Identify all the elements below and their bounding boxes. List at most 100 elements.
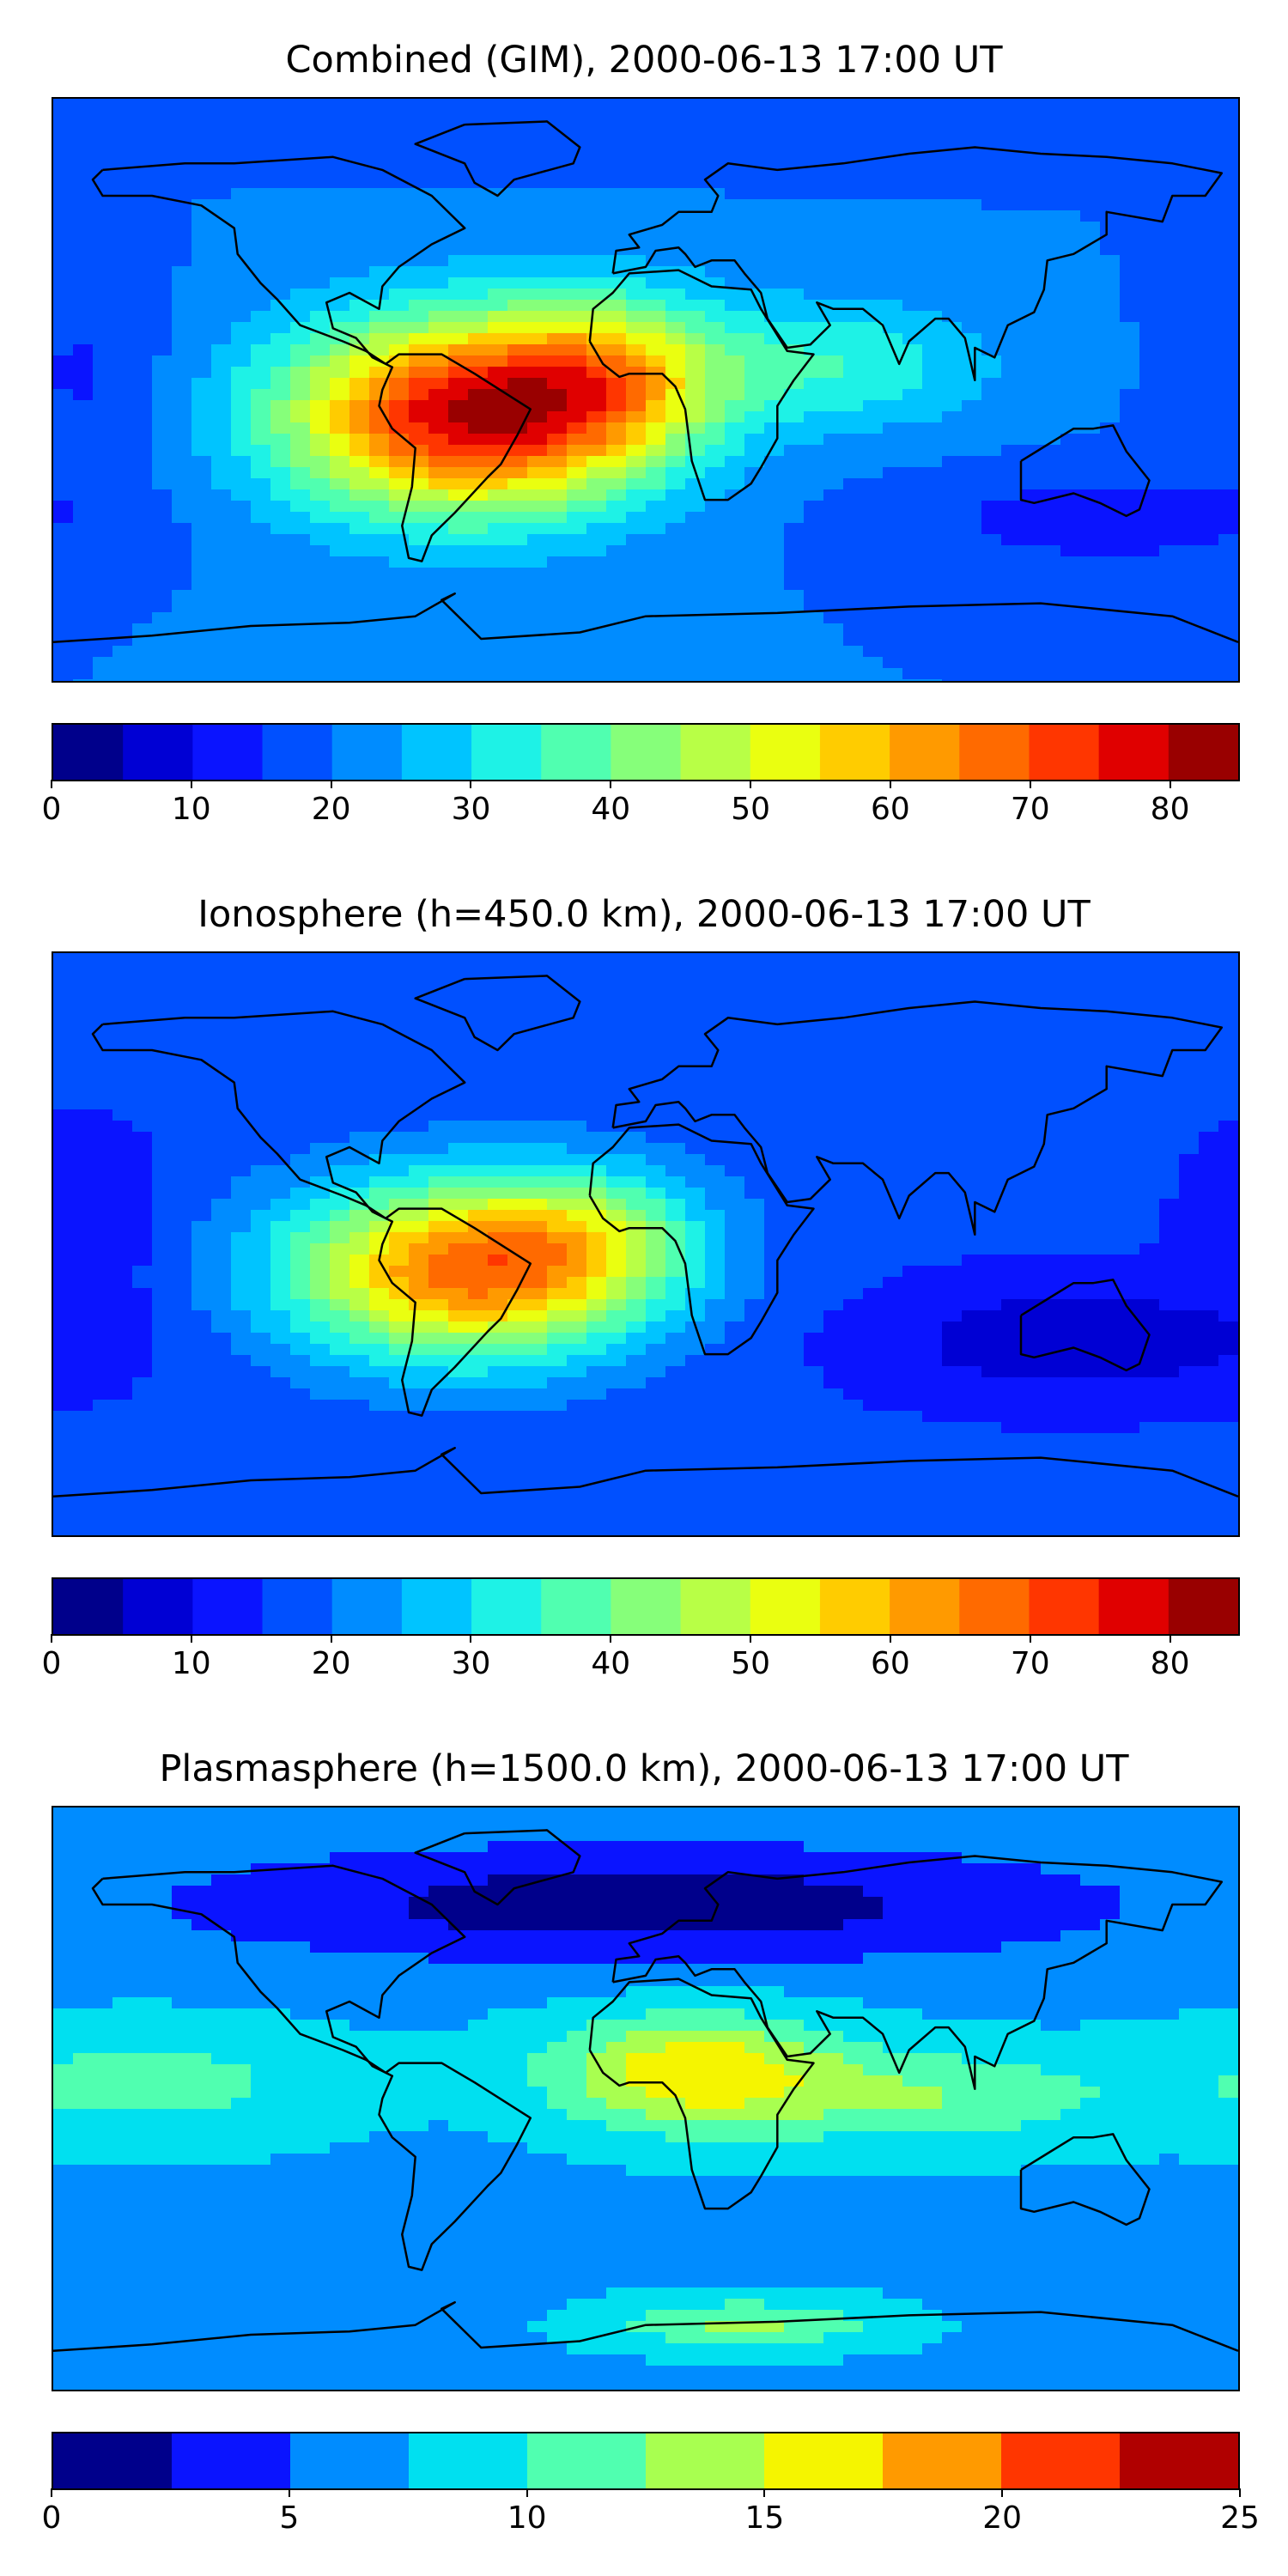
field-cell <box>902 679 923 681</box>
field-cell <box>1080 998 1101 1010</box>
field-cell <box>231 322 252 334</box>
field-cell <box>823 1232 844 1244</box>
field-cell <box>823 210 844 222</box>
field-cell <box>547 1076 568 1088</box>
field-cell <box>843 975 864 987</box>
field-cell <box>626 512 647 524</box>
field-cell <box>488 143 508 155</box>
field-cell <box>507 1232 528 1244</box>
field-cell <box>843 1243 864 1255</box>
field-cell <box>1100 1042 1121 1054</box>
field-cell <box>863 679 884 681</box>
field-cell <box>152 657 173 669</box>
field-cell <box>922 456 943 468</box>
field-cell <box>1100 1176 1121 1188</box>
field-cell <box>191 210 212 222</box>
field-cell <box>942 1009 963 1021</box>
field-cell <box>685 378 706 390</box>
field-cell <box>1218 635 1238 647</box>
field-cell <box>488 378 508 390</box>
field-cell <box>685 1210 706 1222</box>
field-cell <box>646 1165 666 1177</box>
field-cell <box>981 166 1002 178</box>
field-cell <box>53 1255 74 1267</box>
field-cell <box>191 523 212 535</box>
field-cell <box>764 434 785 446</box>
field-cell <box>883 1121 903 1133</box>
field-cell <box>1120 1176 1140 1188</box>
field-cell <box>428 1188 449 1200</box>
field-cell <box>93 579 113 591</box>
field-cell <box>132 679 153 681</box>
field-cell <box>843 1121 864 1133</box>
field-cell <box>784 1121 805 1133</box>
field-cell <box>843 210 864 222</box>
field-cell <box>981 1165 1002 1177</box>
field-cell <box>428 1266 449 1278</box>
field-cell <box>1100 322 1121 334</box>
field-cell <box>1218 501 1238 513</box>
field-cell <box>1120 166 1140 178</box>
field-cell <box>1041 635 1061 647</box>
field-cell <box>409 344 429 356</box>
field-cell <box>1100 277 1121 289</box>
field-cell <box>1041 400 1061 412</box>
field-cell <box>211 646 232 658</box>
field-cell <box>1041 132 1061 144</box>
field-cell <box>369 456 390 468</box>
field-cell <box>1100 635 1121 647</box>
field-cell <box>665 545 686 557</box>
field-cell <box>53 244 74 256</box>
field-cell <box>330 679 350 681</box>
field-cell <box>744 1109 765 1121</box>
field-cell <box>705 289 726 301</box>
field-cell <box>310 445 331 457</box>
field-cell <box>211 1210 232 1222</box>
field-cell <box>665 389 686 401</box>
field-cell <box>488 489 508 501</box>
field-cell <box>586 657 607 669</box>
field-cell <box>448 987 469 999</box>
field-cell <box>53 132 74 144</box>
field-cell <box>942 612 963 624</box>
field-cell <box>488 333 508 345</box>
field-cell <box>843 244 864 256</box>
field-cell <box>744 556 765 568</box>
field-cell <box>152 367 173 379</box>
field-cell <box>290 953 311 965</box>
field-cell <box>1060 1109 1081 1121</box>
field-cell <box>1120 612 1140 624</box>
field-cell <box>270 1121 291 1133</box>
field-cell <box>586 400 607 412</box>
field-cell <box>626 1109 647 1121</box>
field-cell <box>843 545 864 557</box>
field-cell <box>725 1087 745 1099</box>
field-cell <box>389 277 410 289</box>
field-cell <box>73 1087 94 1099</box>
field-cell <box>1060 657 1081 669</box>
field-cell <box>883 1132 903 1144</box>
field-cell <box>1080 1087 1101 1099</box>
field-cell <box>685 1020 706 1032</box>
field-cell <box>389 1076 410 1088</box>
field-cell <box>685 987 706 999</box>
field-cell <box>172 367 192 379</box>
field-cell <box>290 964 311 976</box>
field-cell <box>744 679 765 681</box>
field-cell <box>527 646 548 658</box>
field-cell <box>428 344 449 356</box>
field-cell <box>132 601 153 613</box>
field-cell <box>744 579 765 591</box>
field-cell <box>981 1243 1002 1255</box>
field-cell <box>53 445 74 457</box>
field-cell <box>922 1232 943 1244</box>
field-cell <box>567 244 587 256</box>
field-cell <box>1199 389 1219 401</box>
field-cell <box>527 998 548 1010</box>
field-cell <box>606 422 627 434</box>
field-cell <box>1041 177 1061 189</box>
field-cell <box>1001 568 1022 580</box>
field-cell <box>349 411 370 423</box>
field-cell <box>1060 1221 1081 1233</box>
field-cell <box>1001 344 1022 356</box>
